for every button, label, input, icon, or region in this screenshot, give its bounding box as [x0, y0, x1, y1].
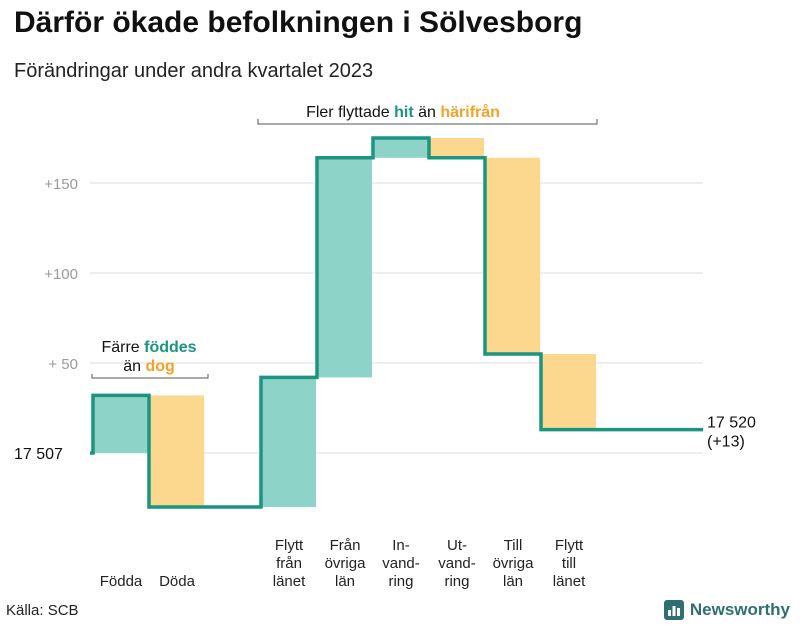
- category-label: vand-: [382, 555, 420, 572]
- waterfall-bar: [318, 157, 372, 378]
- category-label: Döda: [159, 573, 196, 590]
- y-tick-label: + 50: [48, 356, 78, 373]
- chart-title: Därför ökade befolkningen i Sölvesborg: [14, 6, 583, 39]
- source-note: Källa: SCB: [6, 602, 79, 619]
- category-label: län: [335, 573, 355, 590]
- category-label: Flytt: [555, 537, 584, 554]
- waterfall-bar: [94, 395, 148, 453]
- end-value-label: 17 520: [707, 415, 756, 432]
- cumulative-line: [90, 136, 703, 509]
- bar-chart-logo-icon: [663, 600, 684, 620]
- category-label: till: [562, 555, 576, 572]
- category-label: vand-: [438, 555, 476, 572]
- category-label: ring: [388, 573, 413, 590]
- category-label: länet: [553, 573, 586, 590]
- births-annotation-line2: än dog: [123, 358, 175, 375]
- births-bracket: [91, 374, 209, 379]
- waterfall-bar: [486, 157, 540, 354]
- cumulative-line: [90, 136, 703, 509]
- start-value-label: 17 507: [14, 446, 63, 463]
- category-label: övriga: [325, 555, 367, 572]
- category-label: Till: [504, 537, 523, 554]
- category-label: från: [276, 555, 302, 572]
- brand-name: Newsworthy: [689, 600, 790, 619]
- bars: [94, 138, 596, 507]
- waterfall-bar: [262, 377, 316, 507]
- category-label: In-: [392, 537, 410, 554]
- waterfall-bar: [150, 395, 204, 507]
- category-label: Från: [330, 537, 361, 554]
- end-change-label: (+13): [707, 434, 745, 451]
- category-label: länet: [273, 573, 306, 590]
- brand-logo: Newsworthy: [663, 600, 790, 620]
- category-label: övriga: [493, 555, 535, 572]
- births-annotation-line1: Färre föddes: [101, 339, 196, 356]
- category-label: ring: [444, 573, 469, 590]
- y-tick-label: +100: [44, 266, 78, 283]
- migration-annotation: Fler flyttade hit än härifrån: [306, 103, 500, 121]
- category-label: län: [503, 573, 523, 590]
- waterfall-bar: [542, 354, 596, 430]
- waterfall-bar: [430, 138, 484, 158]
- annotations: Färre föddes än dog Fler flyttade hit än h…: [91, 103, 598, 379]
- category-label: Ut-: [447, 537, 467, 554]
- waterfall-bar: [374, 138, 428, 158]
- y-tick-label: +150: [44, 176, 78, 193]
- category-label: Födda: [100, 573, 143, 590]
- migration-bracket: [257, 119, 598, 125]
- chart-subtitle: Förändringar under andra kvartalet 2023: [14, 60, 374, 82]
- category-label: Flytt: [275, 537, 304, 554]
